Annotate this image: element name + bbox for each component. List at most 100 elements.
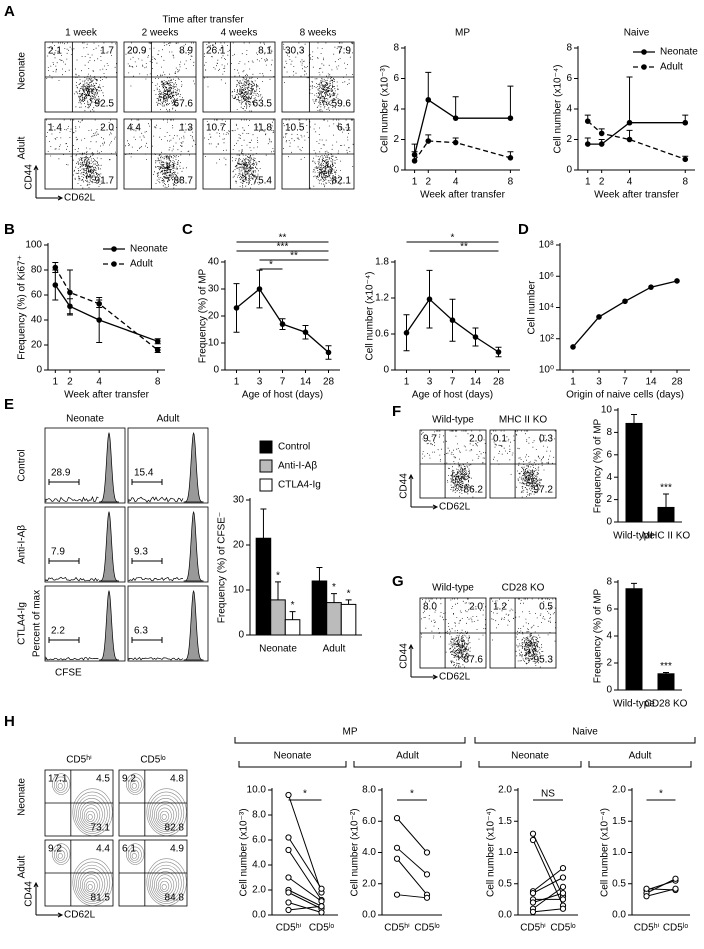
gate [131,479,163,485]
column-header: 2 weeks [142,28,179,39]
point [393,815,401,822]
x-axis-label: CD62L [439,502,471,513]
column-header: MHC II KO [499,415,548,426]
x-tick-label: 28 [671,377,683,388]
panel-label: F [392,403,401,420]
gate-value: 9.3 [134,547,148,558]
row-label: Anti-I-Aβ [17,525,28,564]
y-axis-label: Cell number (x10⁻⁴) [553,64,564,153]
quadrant-value: 84.8 [165,893,185,904]
y-axis-label: Cell number (x10⁻³) [380,65,391,153]
contour [87,884,93,890]
significance: ** [460,242,468,253]
y-tick-label: 8.0 [362,785,376,796]
point [285,874,292,881]
y-tick-label: 100 [25,240,42,251]
quadrant-value: 9.7 [423,434,437,445]
quadrant-value: 10.7 [206,123,226,134]
panel-label: A [4,3,15,20]
quadrant-value: 8.1 [258,46,272,57]
histogram-noise [45,496,99,503]
y-tick-label: 20 [233,540,245,551]
histogram-peak [183,589,204,661]
y-tick-label: 2 [606,658,612,669]
row-label: Control [17,449,28,481]
point [598,130,605,137]
x-tick-label: 3 [596,377,602,388]
y-tick-label: 1.5 [612,816,626,827]
point [52,264,59,271]
x-tick-label: Wild-type [613,531,655,542]
y-axis-label: Cell number [527,280,538,335]
contour [146,788,187,836]
events [491,430,556,498]
y-tick-label: 0.0 [362,910,376,921]
y-tick-label: 1.0 [498,847,512,858]
series-line [572,280,678,348]
column-header: CD28 KO [502,583,545,594]
x-tick-label: 1 [53,377,59,388]
contour [83,877,98,894]
subgroup-title: Neonate [511,751,549,762]
column-header: Wild-type [432,583,474,594]
bar [625,422,643,523]
y-tick-label: 2 [393,134,399,145]
chart-title: MP [455,28,470,39]
pair-line [646,880,676,891]
y-tick-label: 6.0 [362,816,376,827]
gate-value: 6.3 [134,626,148,637]
point [648,284,654,290]
x-axis-label: Age of host (days) [412,390,493,401]
y-tick-label: 20 [31,340,43,351]
error-bar [631,582,637,589]
point [570,344,576,350]
significance: * [451,233,455,244]
contour [80,871,103,898]
y-tick-label: 10² [540,333,555,344]
error-bar [663,671,669,674]
significance: * [659,789,663,800]
x-tick-label: 2 [425,177,431,188]
legend-marker [641,64,647,70]
x-tick-label: 4 [453,177,459,188]
panel-label: B [4,221,15,238]
point [672,885,679,892]
contour [57,783,63,789]
contour [148,861,185,904]
y-axis-label: Cell number (x10⁻²) [350,808,361,896]
error-bar [260,508,267,539]
point [622,298,628,305]
y-tick-label: 8.0 [252,810,266,821]
pair-line [288,905,322,911]
subgroup-title: Adult [396,751,419,762]
group-bracket [234,737,466,744]
x-axis-label: CD62L [439,672,471,683]
y-axis-label: Frequency (%) of MP [593,418,604,513]
point [529,908,537,915]
quadrant-value: 7.9 [337,46,351,57]
significance: * [410,789,414,800]
point [559,905,567,912]
chart-title: Naive [624,28,650,39]
quadrant-value: 0.5 [539,602,553,613]
point [285,846,292,854]
x-tick-label: CD5ˡᵒ [414,923,440,934]
events [283,42,354,112]
legend-swatch [259,478,273,492]
bar [255,537,272,636]
point [584,118,591,124]
x-tick-label: 3 [427,377,433,388]
point [285,791,292,799]
pair-line [288,877,322,902]
significance: * [347,589,351,600]
point [285,889,292,896]
events [283,119,354,189]
significance: ** [290,251,298,262]
legend-label: Neonate [130,244,168,255]
x-tick-label: CD5ʰⁱ [384,923,410,934]
x-tick-label: CD5ˡᵒ [550,923,576,934]
point [285,906,292,914]
y-axis-label: CD44 [399,643,410,669]
significance: *** [277,242,289,253]
y-tick-label: 0.5 [612,878,626,889]
